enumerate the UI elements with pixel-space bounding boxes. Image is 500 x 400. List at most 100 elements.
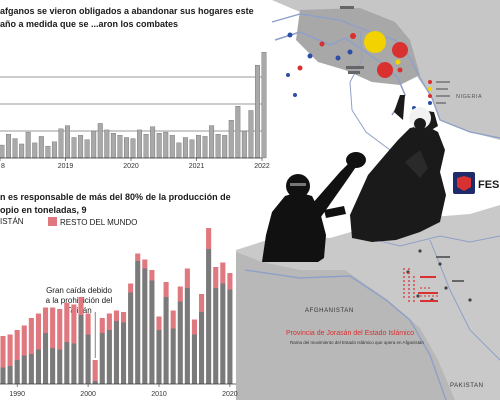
chart2-bar-rest-world	[220, 262, 226, 284]
chart2-bar-rest-world	[156, 316, 162, 330]
sahel-map-land	[272, 0, 500, 140]
afghanistan-border-2	[359, 235, 500, 247]
chart2-bar-afghanistan	[227, 289, 233, 384]
chart1-bar	[254, 64, 260, 159]
map-place-label	[348, 71, 360, 74]
militant-silhouette-right	[350, 95, 446, 242]
chart1-bar	[25, 131, 31, 159]
chart1-bar	[143, 134, 149, 159]
chart2-tick-label: 2000	[80, 391, 96, 398]
chart1-bar	[248, 110, 254, 159]
chart2-bar-afghanistan	[113, 321, 120, 384]
chart2-bar-afghanistan	[106, 330, 112, 384]
chart2-bar-afghanistan	[198, 312, 205, 384]
militant-silhouette-left	[262, 152, 366, 262]
event-circle-blue	[307, 53, 313, 59]
chart1-bar	[150, 126, 156, 159]
chart1-bar	[38, 136, 44, 159]
fes-label: FES	[478, 179, 499, 191]
chart1-bar	[163, 131, 169, 159]
chart1-bar	[235, 106, 241, 159]
chart1-bar	[189, 139, 195, 159]
chart1-bar	[209, 125, 215, 159]
chart1-bar	[12, 138, 18, 159]
chart1-bar	[117, 135, 123, 159]
chart2-bar-rest-world	[106, 313, 112, 330]
chart2-bar-afghanistan	[128, 292, 134, 384]
chart2-bar-rest-world	[71, 304, 77, 344]
map-legend-line	[436, 95, 450, 97]
chart2-bar-rest-world	[92, 360, 98, 381]
chart1-bar	[19, 143, 25, 159]
chart1-bar	[176, 142, 182, 159]
legend-label-afghanistan: ISTÁN	[0, 217, 24, 226]
chart2-bar-rest-world	[28, 318, 34, 354]
chart2-bar-afghanistan	[120, 322, 127, 384]
chart2-bar-rest-world	[85, 313, 91, 335]
chart2-bar-rest-world	[191, 319, 198, 335]
chart1-tick-label: 2021	[189, 163, 205, 170]
chart2-bar-rest-world	[177, 286, 183, 302]
militant-mask-eyes	[290, 183, 306, 186]
chart1-bar	[71, 137, 77, 159]
chart2-bar-afghanistan	[220, 283, 226, 384]
chart1-bar	[130, 138, 136, 159]
chart2-bar-afghanistan	[177, 301, 183, 384]
chart1-bar	[123, 137, 129, 159]
chart1-bar	[32, 142, 38, 159]
town-marker	[438, 262, 442, 266]
chart2-bar-afghanistan	[35, 349, 42, 384]
chart2-bar-afghanistan	[184, 288, 190, 384]
event-circle-red-small	[397, 67, 403, 73]
event-circle-blue	[293, 93, 297, 97]
chart1-bar	[261, 52, 267, 159]
province-subtitle: Rama del movimiento del Estado Islámico …	[290, 340, 424, 345]
chart1-tick-label: 2022	[254, 163, 270, 170]
chart2-bar-rest-world	[99, 318, 105, 333]
chart1-bar	[137, 129, 143, 159]
chart2-bar-rest-world	[198, 294, 205, 312]
map-place-label	[346, 66, 364, 69]
event-circle-blue	[287, 32, 293, 38]
chart1-bar	[110, 133, 116, 159]
afghanistan-label: AFGHANISTAN	[305, 308, 354, 314]
chart1-bar	[84, 139, 90, 159]
chart2-bar-afghanistan	[156, 330, 162, 384]
chart2-bar-afghanistan	[163, 297, 169, 384]
chart1-bar	[97, 123, 103, 159]
map-place-label	[420, 276, 436, 278]
chart2-bar-rest-world	[206, 228, 212, 249]
chart2-bar-afghanistan	[50, 348, 56, 384]
chart1-bar	[196, 135, 201, 159]
chart2-bar-afghanistan	[78, 315, 84, 384]
chart2-bar-rest-world	[120, 312, 127, 323]
map-legend-line	[436, 102, 446, 104]
chart1-title: afganos se vieron obligados a abandonar …	[0, 6, 254, 29]
town-marker	[418, 249, 422, 253]
map-place-label	[340, 6, 354, 9]
chart2-bar-afghanistan	[21, 355, 27, 384]
chart2-legend: ISTÁN RESTO DEL MUNDO	[0, 217, 200, 229]
legend-item-afghanistan: ISTÁN	[0, 217, 24, 226]
chart2-bar-rest-world	[42, 307, 49, 333]
chart2-bar-rest-world	[78, 297, 84, 315]
chart2-bar-afghanistan	[85, 334, 91, 384]
chart2-bar-rest-world	[184, 268, 190, 288]
chart2-bar-afghanistan	[71, 343, 77, 384]
town-marker	[444, 286, 448, 290]
chart2-bar-rest-world	[135, 253, 141, 261]
chart2-bar-rest-world	[14, 330, 20, 360]
afghanistan-map-neighbor	[236, 252, 455, 400]
chart1-bar	[51, 141, 57, 159]
chart1-tick-label: 8	[1, 163, 5, 170]
chart2-bar-rest-world	[170, 310, 176, 329]
chart1-bar	[222, 135, 228, 159]
chart2-bar-rest-world	[50, 307, 56, 348]
chart2-bar-afghanistan	[57, 349, 63, 384]
chart2-bar-afghanistan	[28, 354, 34, 384]
chart1-bar	[0, 144, 5, 159]
chart1-plot: 8 2019 2020 2021 2022	[0, 52, 270, 170]
chart1-bar	[169, 135, 175, 159]
chart2-bar-rest-world	[7, 334, 13, 366]
chart2-bar-afghanistan	[14, 360, 20, 384]
